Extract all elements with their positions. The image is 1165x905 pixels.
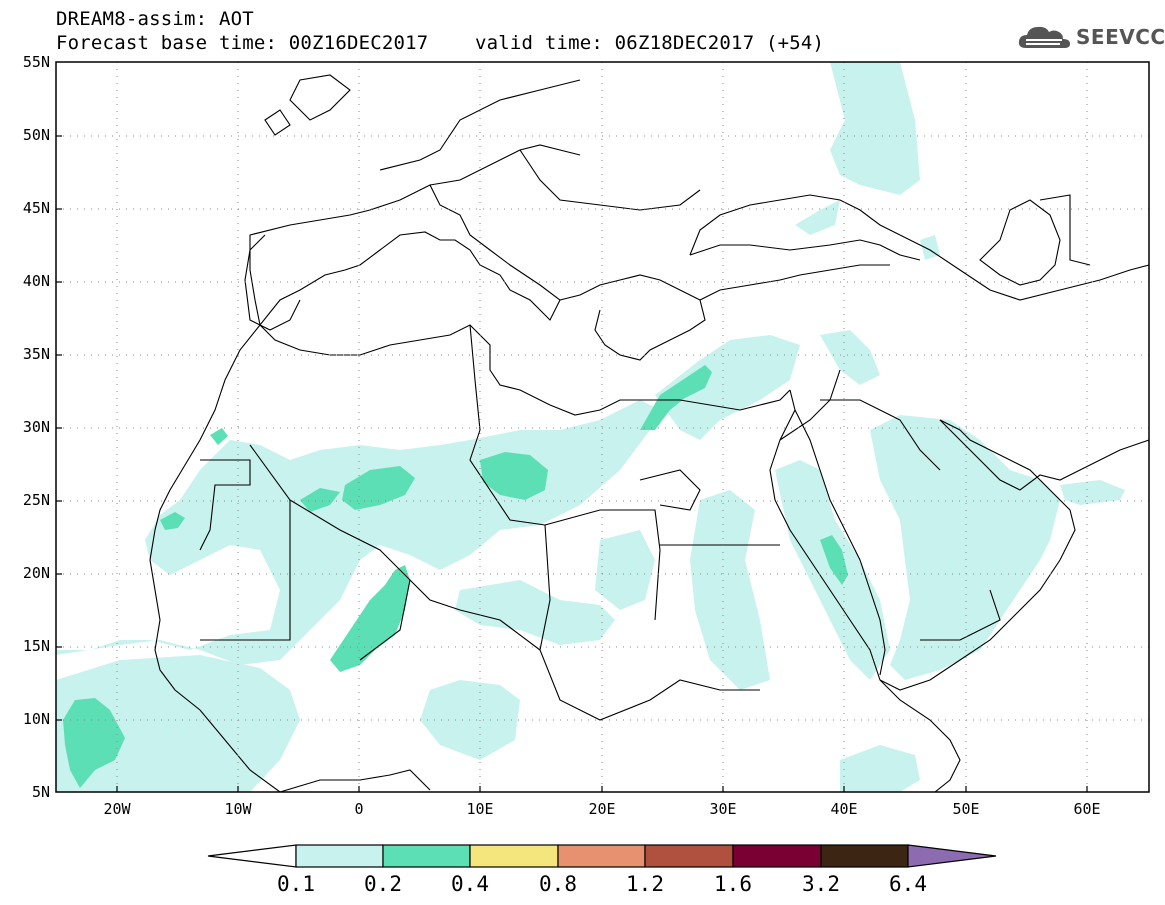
colorbar-right-arrow	[907, 844, 997, 868]
seevccc-logo: SEEVCCC	[1016, 22, 1165, 52]
lat-label: 55N	[22, 53, 50, 71]
graticule	[56, 62, 1149, 792]
logo-text: SEEVCCC	[1076, 25, 1165, 49]
colorbar	[207, 844, 997, 868]
map-title: DREAM8-assim: AOT	[56, 8, 254, 30]
lat-label: 15N	[22, 637, 50, 655]
lon-label: 60E	[1073, 800, 1101, 818]
lon-label: 10W	[224, 800, 252, 818]
lon-label: 40E	[830, 800, 858, 818]
colorbar-label: 6.4	[889, 872, 927, 896]
lon-label: 0	[354, 800, 364, 818]
colorbar-bin-3	[469, 844, 559, 868]
lat-label: 35N	[22, 345, 50, 363]
colorbar-label: 1.6	[714, 872, 752, 896]
lon-label: 50E	[952, 800, 980, 818]
coastlines-borders	[149, 74, 1149, 792]
lat-label: 50N	[22, 126, 50, 144]
colorbar-label: 0.8	[539, 872, 577, 896]
colorbar-label: 0.1	[277, 872, 315, 896]
lon-label: 20W	[103, 800, 131, 818]
axis-ticks	[56, 135, 1088, 792]
lat-label: 40N	[22, 272, 50, 290]
colorbar-bin-7	[820, 844, 909, 868]
lat-label: 5N	[31, 783, 50, 801]
colorbar-label: 0.4	[451, 872, 489, 896]
lat-label: 20N	[22, 564, 50, 582]
lat-label: 25N	[22, 491, 50, 509]
aot-shading	[56, 62, 1125, 792]
colorbar-label: 1.2	[626, 872, 664, 896]
lat-label: 30N	[22, 418, 50, 436]
lon-label: 10E	[466, 800, 494, 818]
forecast-time-line: Forecast base time: 00Z16DEC2017 valid t…	[56, 32, 825, 54]
lon-label: 20E	[588, 800, 616, 818]
colorbar-left-arrow	[207, 844, 297, 868]
lon-label: 30E	[709, 800, 737, 818]
colorbar-bin-4	[557, 844, 646, 868]
colorbar-bin-5	[644, 844, 734, 868]
colorbar-bin-1	[295, 844, 384, 868]
colorbar-label: 0.2	[364, 872, 402, 896]
colorbar-label: 3.2	[802, 872, 840, 896]
cloud-icon	[1018, 26, 1070, 48]
aot-level-0-2	[63, 365, 848, 788]
lat-label: 45N	[22, 199, 50, 217]
colorbar-bin-6	[732, 844, 822, 868]
colorbar-bin-2	[382, 844, 471, 868]
lat-label: 10N	[22, 710, 50, 728]
